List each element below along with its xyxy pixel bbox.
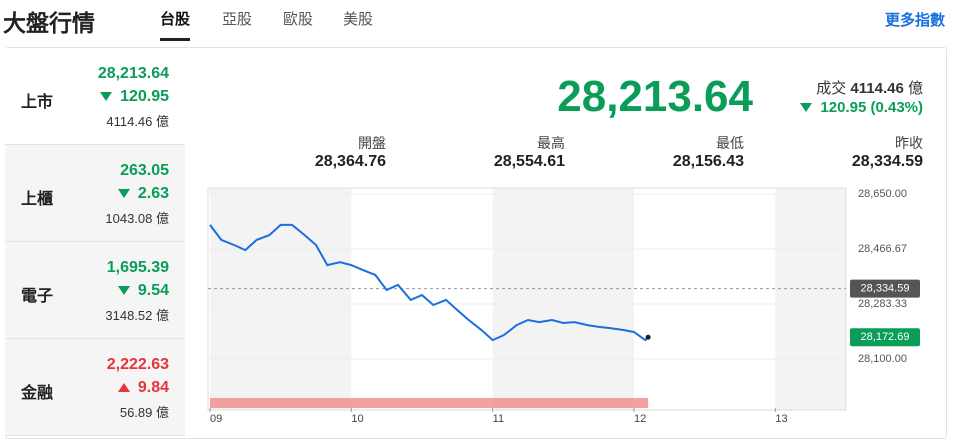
volume-value: 4114.46 <box>850 80 904 97</box>
arrow <box>117 189 130 198</box>
change-value: 2.63 <box>137 185 169 202</box>
market-item[interactable]: 上市 28,213.64 120.95 4114.46 億 <box>5 48 185 145</box>
change-value: 9.84 <box>137 379 169 396</box>
market-volume: 56.89 億 <box>119 405 169 420</box>
arrow <box>117 383 130 392</box>
tab[interactable]: 亞股 <box>222 11 253 28</box>
market-name: 電子 <box>21 288 54 305</box>
tab[interactable]: 美股 <box>343 11 374 28</box>
market-name: 金融 <box>21 385 54 402</box>
stat-value: 28,554.61 <box>493 153 565 170</box>
market-name: 上櫃 <box>21 191 54 208</box>
market-change: 9.54 <box>117 282 169 300</box>
y-tick-label: 28,466.67 <box>858 243 907 255</box>
more-link[interactable]: 更多指數 <box>884 12 945 29</box>
volume-strip <box>210 398 649 408</box>
x-tick-label: 12 <box>634 413 646 425</box>
market-price: 2,222.63 <box>106 356 169 373</box>
y-tick-label: 28,650.00 <box>858 188 907 200</box>
tab[interactable]: 台股 <box>160 8 191 41</box>
market-price: 263.05 <box>120 162 169 179</box>
title: 大盤行情 <box>3 10 95 36</box>
reference-label: 28,334.59 <box>861 283 910 295</box>
stat-label: 最低 <box>716 135 744 151</box>
shade-band <box>210 188 352 410</box>
shade-band <box>492 188 634 410</box>
last-label: 28,172.69 <box>861 331 910 343</box>
market-volume: 3148.52 億 <box>105 308 169 323</box>
x-tick-label: 13 <box>775 413 787 425</box>
market-name: 上市 <box>21 94 54 111</box>
stat-value: 28,364.76 <box>314 153 386 170</box>
market-price: 1,695.39 <box>106 259 169 276</box>
stat-value: 28,156.43 <box>672 153 744 170</box>
y-tick-label: 28,283.33 <box>858 298 907 310</box>
market-item[interactable]: 上櫃 263.05 2.63 1043.08 億 <box>5 145 185 242</box>
market-change: 120.95 <box>100 88 169 106</box>
volume-unit: 億 <box>907 80 923 97</box>
market-volume: 4114.46 億 <box>106 114 169 129</box>
market-change: 9.84 <box>117 379 169 397</box>
stat-label: 開盤 <box>358 135 386 151</box>
stat-value: 28,334.59 <box>851 153 923 170</box>
x-tick-label: 10 <box>351 413 363 425</box>
y-tick-label: 28,100.00 <box>858 353 907 365</box>
last-point <box>645 334 651 340</box>
market-item[interactable]: 電子 1,695.39 9.54 3148.52 億 <box>5 242 185 339</box>
change-value: 9.54 <box>137 282 169 299</box>
market-item[interactable]: 金融 2,222.63 9.84 56.89 億 <box>5 339 185 436</box>
price-line <box>209 223 649 342</box>
tab[interactable]: 歐股 <box>283 11 314 28</box>
market-volume: 1043.08 億 <box>105 211 169 226</box>
change-value: 120.95 <box>120 88 169 105</box>
x-tick-label: 09 <box>210 413 222 425</box>
stat-label: 昨收 <box>895 135 923 151</box>
last-box <box>850 328 920 347</box>
plot-frame <box>207 187 847 411</box>
market-change: 2.63 <box>117 185 169 203</box>
shade-band <box>775 188 846 410</box>
change-value: 120.95 (0.43%) <box>820 99 923 116</box>
x-tick-label: 11 <box>493 413 504 425</box>
volume-label: 成交 <box>816 80 847 97</box>
quote-volume: 成交 4114.46 億 <box>816 77 923 98</box>
quote-change: 120.95 (0.43%) <box>800 99 923 116</box>
market-price: 28,213.64 <box>97 65 169 82</box>
stat-label: 最高 <box>537 135 565 151</box>
arrow <box>117 286 130 295</box>
arrow <box>100 92 113 101</box>
quote-price: 28,213.64 <box>557 72 753 121</box>
reference-box <box>850 279 920 298</box>
